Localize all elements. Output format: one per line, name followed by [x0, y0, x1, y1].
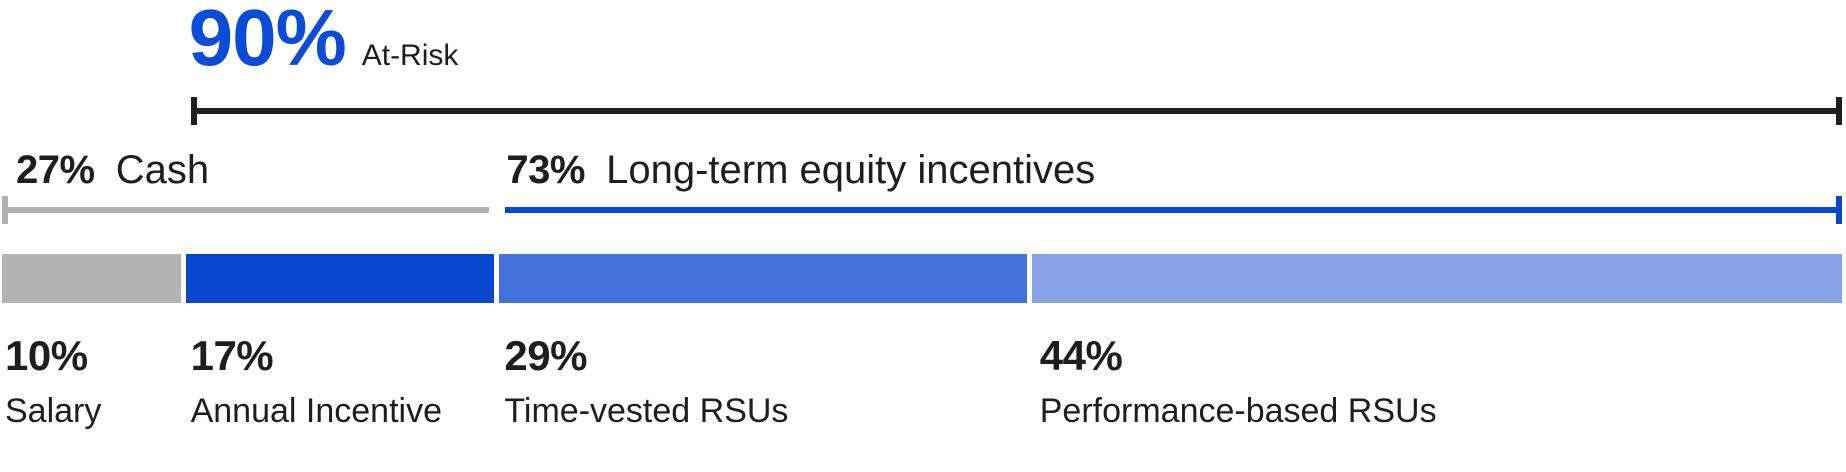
equity-line-fill	[505, 207, 1842, 213]
equity-group-label: 73% Long-term equity incentives	[506, 148, 1095, 193]
performance-rsus-percentage: 44%	[1039, 332, 1123, 379]
stacked-bar	[2, 254, 1842, 303]
bar-segment-time-vested-rsus	[498, 254, 1033, 303]
annual-incentive-label: Annual Incentive	[190, 392, 442, 430]
bar-segment-annual-incentive	[186, 254, 499, 303]
equity-percentage: 73%	[506, 148, 585, 192]
equity-label-text: Long-term equity incentives	[606, 148, 1096, 192]
cash-line-left-cap	[2, 196, 8, 224]
cash-line-fill	[2, 207, 490, 213]
cash-measure-line	[2, 196, 490, 224]
time-vested-rsus-percentage: 29%	[504, 332, 587, 379]
equity-line-right-cap	[1836, 196, 1842, 224]
cash-percentage: 27%	[16, 148, 95, 192]
cash-label-text: Cash	[115, 148, 210, 192]
segment-label-annual-incentive: 17% Annual Incentive	[191, 334, 442, 431]
segment-label-time-vested-rsus: 29% Time-vested RSUs	[504, 334, 788, 431]
cash-group-label: 27% Cash	[16, 148, 209, 193]
equity-measure-line	[505, 196, 1842, 224]
annual-incentive-percentage: 17%	[190, 332, 274, 379]
salary-percentage: 10%	[5, 332, 88, 379]
headline-at-risk: 90% At-Risk	[188, 0, 459, 82]
headline-percentage: 90%	[188, 0, 347, 82]
salary-label: Salary	[5, 392, 102, 430]
at-risk-bracket-line	[190, 97, 1842, 125]
segment-label-performance-rsus: 44% Performance-based RSUs	[1040, 334, 1437, 431]
at-risk-bracket-right-cap	[1836, 97, 1842, 125]
bar-segment-performance-rsus	[1032, 254, 1842, 303]
segment-label-salary: 10% Salary	[5, 334, 101, 431]
performance-rsus-label: Performance-based RSUs	[1039, 392, 1437, 430]
at-risk-bracket-fill	[190, 108, 1842, 114]
time-vested-rsus-label: Time-vested RSUs	[504, 392, 789, 430]
bar-segment-salary	[2, 254, 186, 303]
headline-label: At-Risk	[361, 39, 459, 72]
at-risk-bracket-left-cap	[190, 97, 197, 125]
